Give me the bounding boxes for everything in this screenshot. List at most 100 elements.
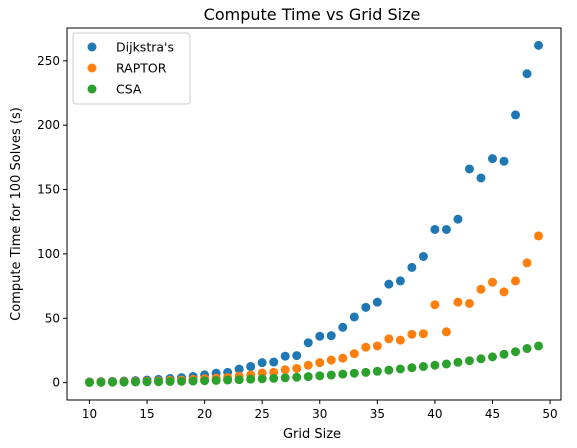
data-point — [476, 354, 486, 364]
data-point — [349, 349, 359, 359]
x-tick-label: 25 — [255, 407, 270, 421]
x-tick-label: 20 — [197, 407, 212, 421]
data-point — [522, 344, 532, 354]
data-point — [211, 375, 221, 385]
data-point — [234, 364, 244, 374]
data-point — [464, 164, 474, 174]
data-point — [476, 284, 486, 294]
legend-marker — [87, 63, 97, 73]
data-point — [326, 370, 336, 380]
data-point — [326, 355, 336, 365]
legend-marker — [87, 42, 97, 52]
data-point — [464, 356, 474, 366]
data-point — [349, 368, 359, 378]
data-point — [200, 376, 210, 386]
data-point — [280, 365, 290, 375]
data-point — [326, 331, 336, 341]
x-tick-label: 30 — [312, 407, 327, 421]
x-tick-label: 50 — [542, 407, 557, 421]
data-point — [223, 375, 233, 385]
data-point — [534, 40, 544, 50]
data-point — [418, 251, 428, 261]
data-point — [107, 377, 117, 387]
data-point — [407, 363, 417, 373]
data-point — [453, 214, 463, 224]
x-axis: 10 15 20 25 30 35 40 45 50 — [82, 400, 558, 421]
data-point — [430, 224, 440, 234]
data-point — [257, 374, 267, 384]
data-point — [303, 338, 313, 348]
legend: Dijkstra's RAPTOR CSA — [72, 32, 191, 105]
data-point — [292, 363, 302, 373]
data-point — [384, 334, 394, 344]
x-axis-label: Grid Size — [283, 427, 341, 442]
data-point — [315, 358, 325, 368]
data-point — [269, 357, 279, 367]
y-tick-label: 0 — [52, 376, 60, 390]
data-point — [418, 329, 428, 339]
data-point — [384, 279, 394, 289]
data-point — [522, 258, 532, 268]
data-point — [511, 276, 521, 286]
data-point — [165, 376, 175, 386]
data-point — [292, 351, 302, 361]
y-axis-label: Compute Time for 100 Solves (s) — [9, 107, 24, 321]
data-point — [303, 372, 313, 382]
data-point — [476, 173, 486, 183]
data-point — [407, 329, 417, 339]
data-point — [84, 377, 94, 387]
data-point — [464, 298, 474, 308]
series-1 — [84, 231, 544, 387]
data-point — [142, 377, 152, 387]
data-point — [280, 373, 290, 383]
data-point — [131, 377, 141, 387]
data-point — [372, 341, 382, 351]
data-point — [372, 366, 382, 376]
legend-marker — [87, 84, 97, 94]
data-point — [372, 297, 382, 307]
data-point — [511, 110, 521, 120]
data-point — [119, 377, 129, 387]
data-point — [441, 224, 451, 234]
data-point — [511, 347, 521, 357]
y-tick-label: 150 — [37, 183, 60, 197]
data-point — [303, 360, 313, 370]
x-tick-label: 10 — [82, 407, 97, 421]
y-tick-label: 50 — [45, 311, 60, 325]
data-point — [269, 373, 279, 383]
data-point — [453, 297, 463, 307]
data-point — [361, 302, 371, 312]
data-point — [257, 358, 267, 368]
data-point — [441, 327, 451, 337]
data-point — [280, 351, 290, 361]
data-point — [384, 365, 394, 375]
data-point — [534, 231, 544, 241]
y-tick-label: 200 — [37, 118, 60, 132]
data-point — [349, 312, 359, 322]
legend-label: CSA — [116, 82, 142, 97]
data-point — [441, 359, 451, 369]
data-point — [315, 371, 325, 381]
y-tick-label: 100 — [37, 247, 60, 261]
data-point — [453, 357, 463, 367]
y-tick-label: 250 — [37, 54, 60, 68]
series-2 — [84, 341, 544, 387]
data-point — [534, 341, 544, 351]
data-point — [499, 349, 509, 359]
x-tick-label: 40 — [427, 407, 442, 421]
data-point — [499, 287, 509, 297]
data-point — [361, 367, 371, 377]
axes-frame — [66, 27, 562, 401]
legend-box — [72, 32, 191, 105]
data-point — [499, 156, 509, 166]
data-point — [96, 377, 106, 387]
data-point — [154, 377, 164, 387]
data-point — [246, 362, 256, 372]
x-tick-label: 35 — [370, 407, 385, 421]
data-point — [338, 369, 348, 379]
data-point — [395, 364, 405, 374]
data-point — [430, 360, 440, 370]
legend-label: RAPTOR — [116, 61, 167, 76]
y-axis: 0 50 100 150 200 250 — [37, 54, 67, 390]
